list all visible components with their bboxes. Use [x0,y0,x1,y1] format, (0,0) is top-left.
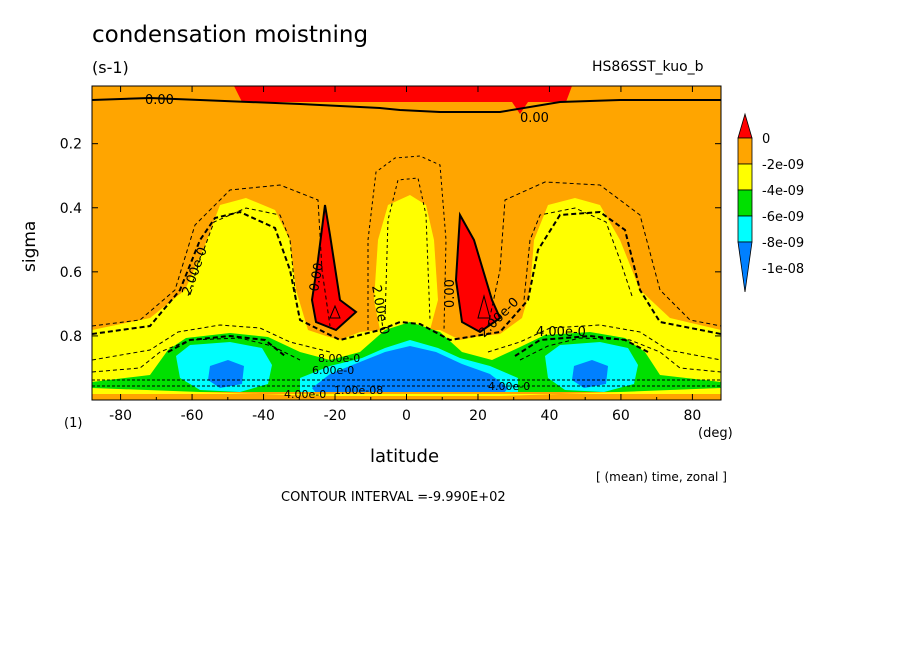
contour-label: 0.00 [145,93,174,108]
x-tick-label: -80 [109,408,132,424]
x-tick-label: 20 [469,408,487,424]
footer-note: [ (mean) time, zonal ] [596,470,727,484]
y-tick-label: 0.4 [60,201,82,217]
contour-label: 0.00 [307,262,327,293]
x-axis-unit: (deg) [698,426,733,441]
chart-units: (s-1) [92,58,129,77]
x-tick-label: -40 [252,408,275,424]
fill-yellow-center [374,195,438,330]
legend-swatch [737,189,753,217]
fill-red-right [456,215,500,332]
legend-swatch [737,215,753,243]
contour-label: 0.00 [520,111,549,126]
legend-swatch [737,241,753,293]
contour-lines-thick [92,96,721,357]
contour-interval: CONTOUR INTERVAL =-9.990E+02 [281,490,506,505]
y-tick-label: 0.2 [60,137,82,153]
x-tick-label: 60 [612,408,630,424]
legend-swatch [737,137,753,165]
plot-fill [92,86,721,400]
x-tick-label: 0 [402,408,411,424]
axes: -80 -60 -40 -20 0 20 40 60 80 0.2 0.4 0.6 0.8 [60,86,721,424]
legend-label: -1e-08 [762,262,804,277]
y-tick-label: 0.8 [60,329,82,345]
contour-label: 6.00e-0 [312,364,354,377]
contour-label: 1.00e-08 [334,384,383,397]
x-tick-label: 40 [541,408,559,424]
contour-label: 4.00e-0 [536,325,586,340]
legend-swatch [737,163,753,191]
dataset-name: HS86SST_kuo_b [592,59,704,75]
legend-label: -2e-09 [762,158,804,173]
contour-label: 0.00 [443,279,458,308]
contour-label: 8.00e-0 [318,352,360,365]
legend-label: 0 [762,132,770,147]
chart-title: condensation moistning [92,22,369,48]
x-tick-label: 80 [683,408,701,424]
y-axis-unit: (1) [64,416,83,431]
legend: 0 -2e-09 -4e-09 -6e-09 -8e-09 -1e-08 [737,112,804,293]
legend-label: -8e-09 [762,236,804,251]
legend-label: -4e-09 [762,184,804,199]
contour-label: 4.00e-0 [488,380,530,393]
x-axis-label: latitude [370,446,440,467]
fill-bottom-yellow [92,388,721,396]
fill-blue-left [208,360,244,388]
contour-label: 4.00e-0 [284,388,326,401]
fill-blue-center [312,346,508,398]
legend-swatch [737,112,753,139]
y-tick-label: 0.6 [60,265,82,281]
legend-label: -6e-09 [762,210,804,225]
contour-lines-thin [92,155,721,387]
fill-blue-right [572,360,608,388]
x-tick-label: -20 [324,408,347,424]
fill-red-top [234,86,572,114]
x-tick-label: -60 [181,408,204,424]
